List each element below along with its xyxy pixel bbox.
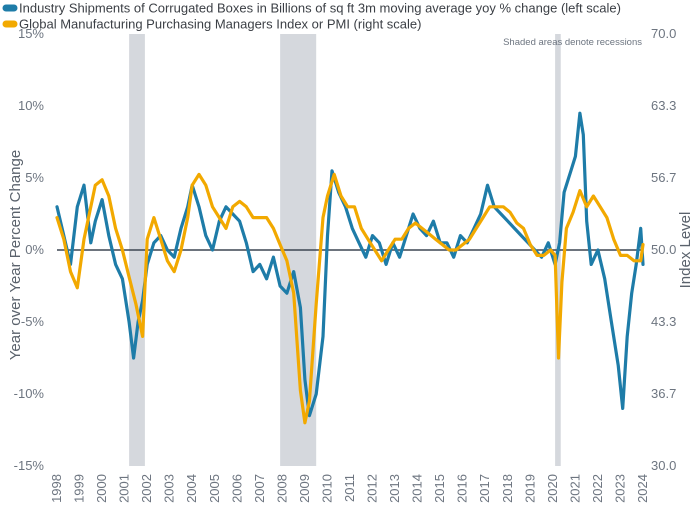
y-label-right: Index Level xyxy=(677,212,694,289)
right-axis-ticks: 70.0 63.3 56.7 50.0 43.3 36.7 30.0 xyxy=(651,26,676,473)
x-tick-label: 2012 xyxy=(365,474,380,503)
x-tick-label: 1998 xyxy=(49,474,64,503)
x-tick-label: 2006 xyxy=(229,474,244,503)
left-axis-ticks: 15% 10% 5% 0% -5% -10% -15% xyxy=(14,26,45,473)
x-tick-label: 2005 xyxy=(207,474,222,503)
x-tick-label: 2020 xyxy=(545,474,560,503)
x-tick-label: 2000 xyxy=(94,474,109,503)
x-tick-label: 2015 xyxy=(432,474,447,503)
y-right-tick-label: 43.3 xyxy=(651,314,676,329)
y-left-tick-label: 15% xyxy=(18,26,44,41)
y-left-tick-label: -10% xyxy=(14,386,45,401)
x-tick-label: 2008 xyxy=(274,474,289,503)
x-tick-label: 2003 xyxy=(162,474,177,503)
y-left-tick-label: 10% xyxy=(18,98,44,113)
x-tick-label: 2001 xyxy=(117,474,132,503)
series-line-pmi xyxy=(55,172,645,425)
x-tick-label: 2010 xyxy=(319,474,334,503)
y-right-tick-label: 56.7 xyxy=(651,170,676,185)
x-tick-label: 2009 xyxy=(297,474,312,503)
x-tick-label: 2013 xyxy=(387,474,402,503)
series-line-corrugated-boxes xyxy=(55,111,645,418)
x-tick-label: 2022 xyxy=(590,474,605,503)
x-axis-ticks: 1998 1999 2000 2001 2002 2003 2004 2005 2006 2007… xyxy=(49,474,650,503)
x-tick-label: 2018 xyxy=(500,474,515,503)
legend-label-pmi: Global Manufacturing Purchasing Managers… xyxy=(19,17,421,32)
x-tick-label: 2016 xyxy=(455,474,470,503)
y-label-left: Year over Year Percent Change xyxy=(7,150,24,360)
y-right-tick-label: 50.0 xyxy=(651,242,676,257)
y-left-tick-label: 5% xyxy=(25,170,44,185)
y-right-tick-label: 36.7 xyxy=(651,386,676,401)
legend: Industry Shipments of Corrugated Boxes i… xyxy=(2,1,621,32)
x-tick-label: 2023 xyxy=(612,474,627,503)
y-right-tick-label: 63.3 xyxy=(651,98,676,113)
x-tick-label: 2017 xyxy=(477,474,492,503)
x-tick-label: 2004 xyxy=(184,474,199,503)
y-left-tick-label: -5% xyxy=(21,314,45,329)
x-tick-label: 2019 xyxy=(522,474,537,503)
x-tick-label: 1999 xyxy=(72,474,87,503)
series-lines xyxy=(55,111,645,425)
y-left-tick-label: -15% xyxy=(14,458,45,473)
x-tick-label: 2007 xyxy=(252,474,267,503)
x-tick-label: 2014 xyxy=(410,474,425,503)
x-tick-label: 2002 xyxy=(139,474,154,503)
y-right-tick-label: 70.0 xyxy=(651,26,676,41)
x-tick-label: 2021 xyxy=(567,474,582,503)
x-tick-label: 2024 xyxy=(635,474,650,503)
recession-note: Shaded areas denote recessions xyxy=(503,37,642,48)
x-tick-label: 2011 xyxy=(342,474,357,502)
legend-label-boxes: Industry Shipments of Corrugated Boxes i… xyxy=(19,1,621,16)
y-right-tick-label: 30.0 xyxy=(651,458,676,473)
y-left-tick-label: 0% xyxy=(25,242,44,257)
